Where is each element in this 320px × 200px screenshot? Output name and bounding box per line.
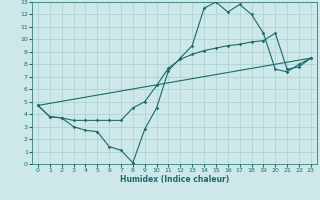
- X-axis label: Humidex (Indice chaleur): Humidex (Indice chaleur): [120, 175, 229, 184]
